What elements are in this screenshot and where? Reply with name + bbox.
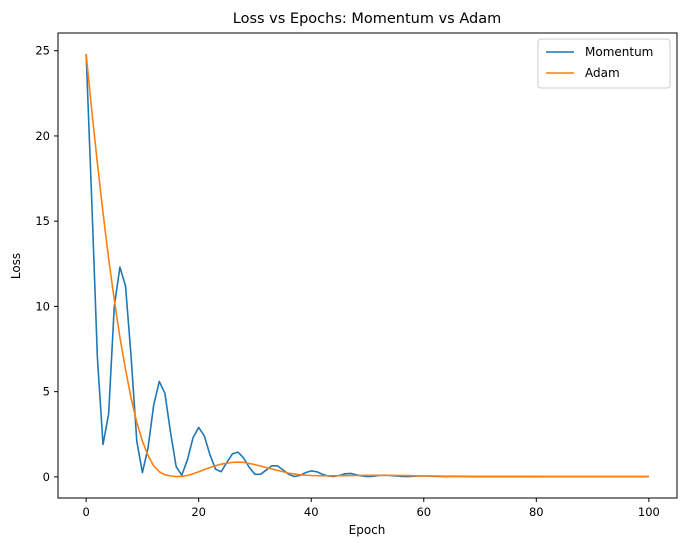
x-tick-label: 40 — [304, 505, 319, 519]
chart-title: Loss vs Epochs: Momentum vs Adam — [233, 11, 501, 27]
y-tick-label: 15 — [35, 214, 50, 228]
y-axis-label: Loss — [9, 253, 23, 279]
x-tick-label: 20 — [191, 505, 206, 519]
series-lines — [85, 54, 649, 478]
series-line-adam — [85, 54, 649, 478]
y-tick-label: 20 — [35, 129, 50, 143]
x-tick-label: 80 — [529, 505, 544, 519]
y-tick-label: 10 — [35, 299, 50, 313]
x-axis-label: Epoch — [349, 523, 386, 537]
legend: Momentum Adam — [537, 38, 671, 89]
x-tick-label: 0 — [82, 505, 89, 519]
series-line-momentum — [85, 54, 649, 478]
y-tick-label: 25 — [35, 44, 50, 58]
y-tick-label: 5 — [43, 385, 50, 399]
y-tick-label: 0 — [43, 470, 50, 484]
axis-ticks: 0 20 40 60 80 100 0 5 10 15 20 25 — [35, 44, 659, 519]
x-tick-label: 100 — [638, 505, 660, 519]
legend-label-momentum: Momentum — [585, 45, 653, 59]
plot-area-frame — [57, 32, 678, 499]
x-tick-label: 60 — [416, 505, 431, 519]
legend-label-adam: Adam — [585, 66, 620, 80]
